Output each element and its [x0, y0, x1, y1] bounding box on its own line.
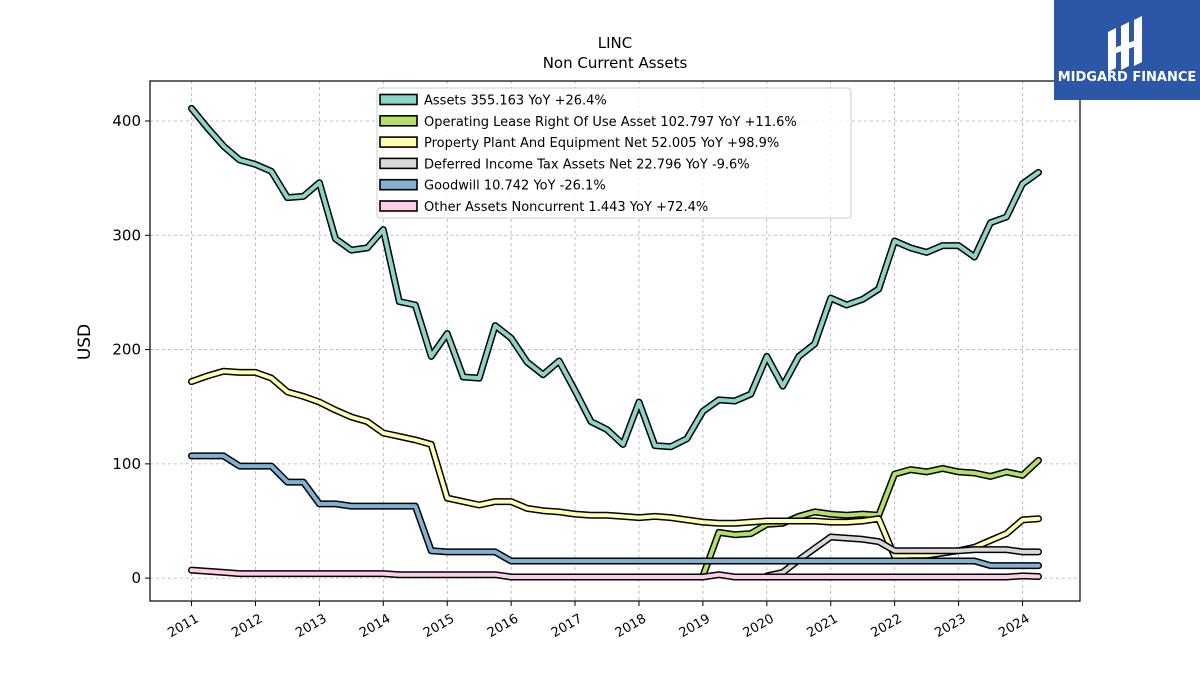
legend-swatch: [379, 115, 418, 127]
series-line: [189, 106, 1041, 449]
legend-label: Operating Lease Right Of Use Asset 102.7…: [424, 115, 797, 130]
y-tick-label: 0: [131, 569, 141, 587]
series-5: [188, 452, 1042, 570]
legend-swatch: [379, 157, 418, 170]
y-axis-label: USD: [75, 324, 95, 360]
legend-label: Goodwill 10.742 YoY -26.1%: [424, 179, 606, 194]
series-1: [188, 104, 1042, 451]
series-lines: [188, 104, 1042, 581]
legend-box: [376, 87, 852, 219]
legend-swatch: [379, 136, 418, 148]
series-line: [189, 568, 1041, 579]
legend-label: Assets 355.163 YoY +26.4%: [424, 94, 607, 109]
chart-subtitle: Non Current Assets: [543, 54, 688, 72]
y-tick-label: 300: [112, 226, 141, 244]
plot-frame: [149, 80, 1081, 602]
series-4: [763, 533, 1042, 580]
series-6: [188, 566, 1042, 581]
logo-text: MIDGARD FINANCE: [1058, 70, 1197, 85]
chart-title: LINC: [598, 34, 632, 52]
brand-logo: MIDGARD FINANCE: [1054, 0, 1200, 100]
legend-swatch: [379, 200, 418, 212]
series-line: [189, 453, 1041, 568]
legend-label: Property Plant And Equipment Net 52.005 …: [424, 136, 779, 151]
series-3: [188, 367, 1042, 560]
legend-label: Other Assets Noncurrent 1.443 YoY +72.4%: [424, 200, 708, 215]
y-tick-label: 400: [112, 112, 141, 130]
series-line: [189, 369, 1041, 559]
series-line: [700, 458, 1041, 578]
y-tick-label: 200: [112, 341, 141, 359]
legend-label: Deferred Income Tax Assets Net 22.796 Yo…: [424, 157, 750, 172]
series-2: [699, 456, 1042, 580]
series-line: [764, 535, 1041, 578]
legend: Assets 355.163 YoY +26.4% Operating Lease…: [376, 87, 852, 219]
logo-mark-icon: [1108, 16, 1142, 72]
y-tick-label: 100: [112, 455, 141, 473]
legend-swatch: [379, 178, 418, 191]
legend-swatch: [379, 93, 418, 106]
